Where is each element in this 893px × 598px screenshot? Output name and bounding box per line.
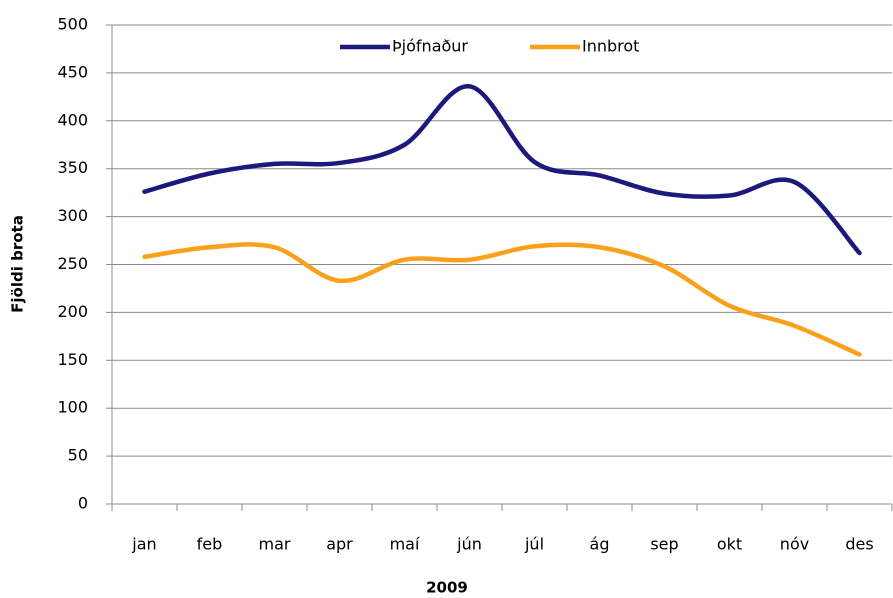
y-tick-label: 100: [57, 398, 88, 417]
y-tick-label: 500: [57, 15, 88, 34]
x-tick-label: maí: [390, 535, 420, 554]
y-tick-label: 300: [57, 206, 88, 225]
line-series: [142, 242, 862, 357]
x-tick-label: apr: [326, 535, 353, 554]
y-tick-label: 350: [57, 158, 88, 177]
y-tick-label: 450: [57, 62, 88, 81]
x-tick-label: des: [845, 535, 873, 554]
y-tick-label: 50: [68, 446, 88, 465]
y-tick-label: 250: [57, 254, 88, 273]
y-tick-label: 200: [57, 302, 88, 321]
x-tick-label: okt: [717, 535, 742, 554]
x-tick-label: ág: [590, 535, 610, 554]
x-tick-label: feb: [197, 535, 223, 554]
y-tick-label: 400: [57, 110, 88, 129]
x-tick-label: jan: [131, 535, 156, 554]
x-tick-label: mar: [259, 535, 291, 554]
x-tick-label: sep: [650, 535, 678, 554]
legend-label: Innbrot: [582, 37, 639, 56]
x-axis-title: 2009: [426, 579, 468, 597]
legend-label: Þjófnaður: [392, 37, 468, 56]
x-tick-label: jún: [456, 535, 482, 554]
line-series: [142, 84, 862, 256]
y-tick-label: 150: [57, 350, 88, 369]
y-axis-title: Fjöldi brota: [9, 215, 27, 313]
x-tick-label: nóv: [780, 535, 809, 554]
y-tick-label: 0: [78, 494, 88, 513]
x-tick-label: júl: [524, 535, 544, 554]
